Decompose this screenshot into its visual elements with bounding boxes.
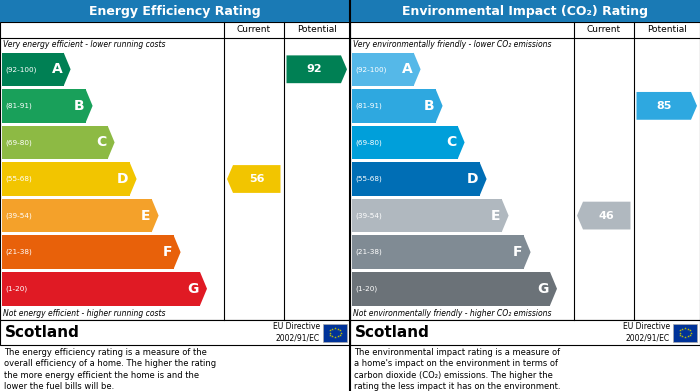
Polygon shape bbox=[130, 162, 136, 196]
Text: F: F bbox=[163, 245, 173, 259]
Text: (39-54): (39-54) bbox=[5, 212, 32, 219]
Text: (55-68): (55-68) bbox=[355, 176, 382, 182]
Bar bbox=[2, 235, 174, 269]
Bar bbox=[350, 22, 700, 320]
Bar bbox=[352, 272, 550, 305]
Bar bbox=[2, 162, 130, 196]
Polygon shape bbox=[286, 56, 347, 83]
Text: D: D bbox=[467, 172, 479, 186]
Polygon shape bbox=[435, 89, 442, 123]
Text: EU Directive
2002/91/EC: EU Directive 2002/91/EC bbox=[623, 322, 670, 343]
Text: B: B bbox=[424, 99, 435, 113]
Bar bbox=[352, 89, 435, 123]
Text: (55-68): (55-68) bbox=[5, 176, 32, 182]
Polygon shape bbox=[480, 162, 486, 196]
Text: Potential: Potential bbox=[297, 25, 337, 34]
Text: F: F bbox=[513, 245, 523, 259]
Text: (92-100): (92-100) bbox=[355, 66, 386, 73]
Polygon shape bbox=[502, 199, 509, 232]
Text: C: C bbox=[97, 135, 106, 149]
Text: Scotland: Scotland bbox=[5, 325, 80, 340]
Bar bbox=[2, 272, 200, 305]
Text: (69-80): (69-80) bbox=[355, 139, 382, 146]
Text: (81-91): (81-91) bbox=[5, 102, 32, 109]
Text: B: B bbox=[74, 99, 85, 113]
Text: Environmental Impact (CO₂) Rating: Environmental Impact (CO₂) Rating bbox=[402, 5, 648, 18]
Text: The energy efficiency rating is a measure of the
overall efficiency of a home. T: The energy efficiency rating is a measur… bbox=[4, 348, 216, 391]
Text: Scotland: Scotland bbox=[355, 325, 430, 340]
Text: Potential: Potential bbox=[647, 25, 687, 34]
Text: (92-100): (92-100) bbox=[5, 66, 36, 73]
Bar bbox=[352, 126, 458, 159]
Text: D: D bbox=[117, 172, 129, 186]
Text: (1-20): (1-20) bbox=[5, 285, 27, 292]
Text: (39-54): (39-54) bbox=[355, 212, 382, 219]
Bar bbox=[2, 126, 108, 159]
Text: Very environmentally friendly - lower CO₂ emissions: Very environmentally friendly - lower CO… bbox=[353, 40, 552, 49]
Polygon shape bbox=[85, 89, 92, 123]
Bar bbox=[673, 323, 697, 341]
Bar bbox=[352, 199, 502, 232]
Text: 56: 56 bbox=[249, 174, 265, 184]
Polygon shape bbox=[108, 126, 115, 159]
Polygon shape bbox=[636, 92, 697, 120]
Bar bbox=[350, 320, 700, 345]
Text: EU Directive
2002/91/EC: EU Directive 2002/91/EC bbox=[273, 322, 320, 343]
Polygon shape bbox=[414, 52, 421, 86]
Polygon shape bbox=[200, 272, 207, 305]
Bar bbox=[352, 235, 524, 269]
Bar bbox=[350, 0, 700, 22]
Bar bbox=[2, 89, 85, 123]
Bar bbox=[352, 162, 480, 196]
Text: Current: Current bbox=[237, 25, 271, 34]
Text: C: C bbox=[447, 135, 456, 149]
Bar bbox=[323, 323, 347, 341]
Polygon shape bbox=[550, 272, 557, 305]
Text: E: E bbox=[141, 208, 150, 222]
Polygon shape bbox=[458, 126, 465, 159]
Polygon shape bbox=[174, 235, 181, 269]
Text: A: A bbox=[402, 62, 412, 76]
Text: (69-80): (69-80) bbox=[5, 139, 32, 146]
Bar bbox=[352, 52, 414, 86]
Text: A: A bbox=[52, 62, 62, 76]
Text: Not energy efficient - higher running costs: Not energy efficient - higher running co… bbox=[3, 309, 165, 318]
Text: Not environmentally friendly - higher CO₂ emissions: Not environmentally friendly - higher CO… bbox=[353, 309, 552, 318]
Text: G: G bbox=[188, 282, 199, 296]
Text: (21-38): (21-38) bbox=[5, 249, 32, 255]
Text: 46: 46 bbox=[599, 211, 615, 221]
Text: The environmental impact rating is a measure of
a home's impact on the environme: The environmental impact rating is a mea… bbox=[354, 348, 561, 391]
Text: Current: Current bbox=[587, 25, 621, 34]
Text: Energy Efficiency Rating: Energy Efficiency Rating bbox=[89, 5, 261, 18]
Text: (1-20): (1-20) bbox=[355, 285, 377, 292]
Text: (81-91): (81-91) bbox=[355, 102, 382, 109]
Polygon shape bbox=[227, 165, 281, 193]
Text: 92: 92 bbox=[306, 64, 321, 74]
Text: 85: 85 bbox=[656, 101, 671, 111]
Polygon shape bbox=[524, 235, 531, 269]
Text: Very energy efficient - lower running costs: Very energy efficient - lower running co… bbox=[3, 40, 165, 49]
Polygon shape bbox=[577, 202, 631, 230]
Polygon shape bbox=[152, 199, 159, 232]
Bar bbox=[0, 320, 350, 345]
Text: G: G bbox=[538, 282, 549, 296]
Bar bbox=[2, 52, 64, 86]
Bar bbox=[2, 199, 152, 232]
Text: E: E bbox=[491, 208, 500, 222]
Polygon shape bbox=[64, 52, 71, 86]
Bar bbox=[0, 22, 350, 320]
Text: (21-38): (21-38) bbox=[355, 249, 382, 255]
Bar bbox=[0, 0, 350, 22]
